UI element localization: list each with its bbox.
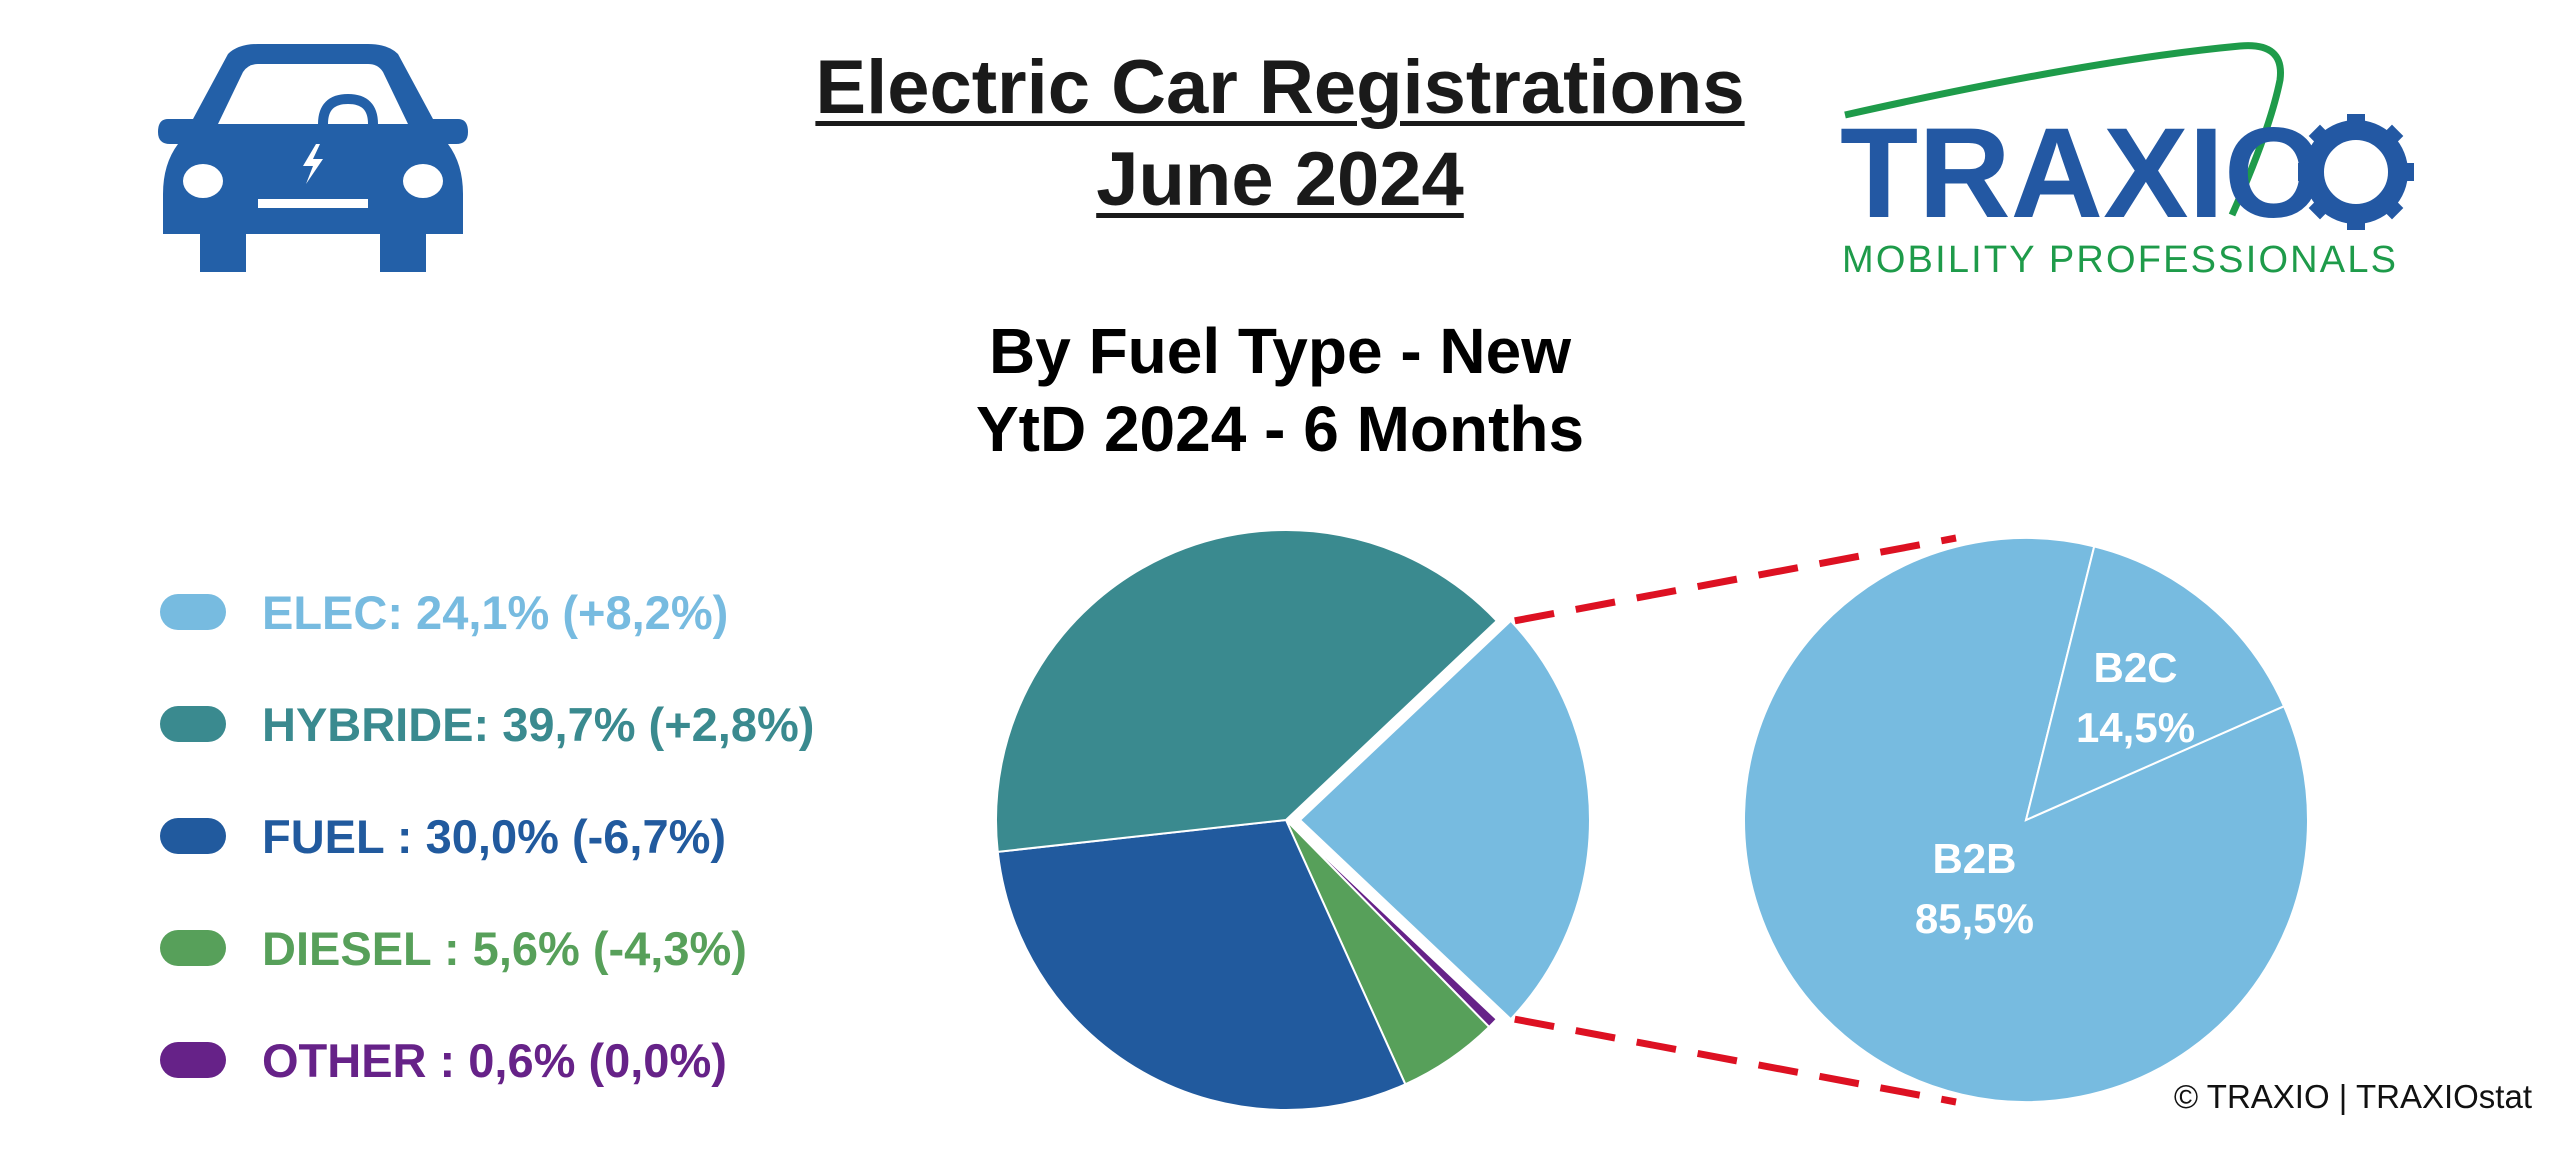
chart-legend: ELEC: 24,1% (+8,2%) HYBRIDE: 39,7% (+2,8… [160,556,920,1116]
copyright-notice: © TRAXIO | TRAXIOstat [2173,1078,2532,1115]
subtitle-line-2: YtD 2024 - 6 Months [975,393,1585,465]
title-line-1: Electric Car Registrations [815,45,1745,130]
legend-item-elec: ELEC: 24,1% (+8,2%) [160,556,920,668]
legend-item-diesel: DIESEL : 5,6% (-4,3%) [160,892,920,1004]
legend-label-hybride: HYBRIDE: 39,7% (+2,8%) [262,697,815,751]
subtitle-line-1: By Fuel Type - New [988,315,1572,387]
legend-swatch-diesel [160,930,226,966]
legend-swatch-hybride [160,706,226,742]
logo-brand: TRAXIO [1840,102,2324,245]
breakdown-slice-b2c [2024,545,2286,822]
legend-swatch-elec [160,594,226,630]
pie-slice-fuel [996,818,1407,1111]
legend-label-other: OTHER : 0,6% (0,0%) [262,1033,727,1087]
traxio-logo: TRAXIO MOBILITY PROFESSIONALS [1840,42,2414,280]
connector-line-top [1514,534,1957,625]
chart-subtitle: By Fuel Type - New YtD 2024 - 6 Months [780,312,1780,468]
pie-slice-hybride [995,529,1499,853]
breakdown-value-b2b: 85,5% [1915,895,2034,942]
title-line-2: June 2024 [1096,137,1464,222]
breakdown-label-b2b: B2B [1932,835,2016,882]
breakdown-label-b2c: B2C [2093,644,2177,691]
breakdown-value-b2c: 14,5% [2076,704,2195,751]
legend-item-other: OTHER : 0,6% (0,0%) [160,1004,920,1116]
logo-tagline: MOBILITY PROFESSIONALS [1842,239,2396,280]
legend-label-fuel: FUEL : 30,0% (-6,7%) [262,809,727,863]
gear-icon [2298,114,2414,230]
page-title: Electric Car Registrations June 2024 [700,42,1860,226]
legend-swatch-other [160,1042,226,1078]
legend-item-hybride: HYBRIDE: 39,7% (+2,8%) [160,668,920,780]
legend-label-diesel: DIESEL : 5,6% (-4,3%) [262,921,747,975]
legend-label-elec: ELEC: 24,1% (+8,2%) [262,585,729,639]
legend-item-fuel: FUEL : 30,0% (-6,7%) [160,780,920,892]
legend-swatch-fuel [160,818,226,854]
connector-line-bottom [1514,1015,1957,1106]
electric-car-icon [158,44,468,272]
pie-slice-elec [1298,619,1591,1021]
